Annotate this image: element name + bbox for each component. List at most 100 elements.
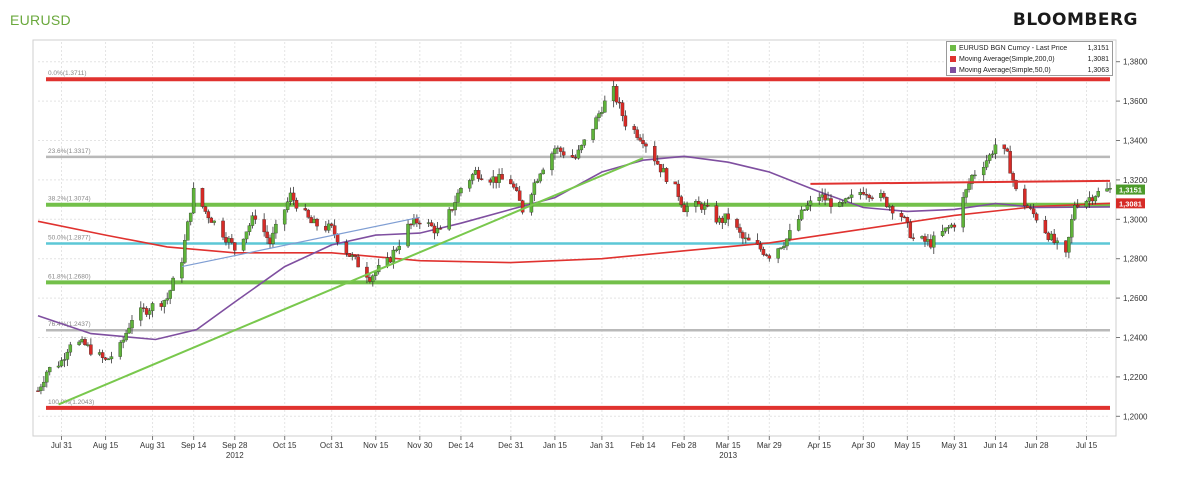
x-tick-label: Dec 14 (448, 441, 474, 450)
candle-body (385, 257, 390, 266)
candle-body (623, 115, 628, 127)
candle-body (603, 100, 607, 113)
candle-body (1043, 220, 1048, 234)
candle-body (147, 310, 152, 315)
candle-body (929, 239, 933, 248)
candle-body (509, 179, 513, 185)
candle-body (212, 220, 216, 223)
candle-body (600, 112, 604, 114)
x-tick-label: Jun 28 (1025, 441, 1050, 450)
candle-body (347, 253, 352, 257)
candle-body (741, 232, 745, 239)
candle-body (970, 175, 974, 184)
legend-swatch (950, 67, 956, 73)
candle-body (45, 371, 49, 383)
candle-body (782, 245, 786, 248)
candle-body (556, 147, 560, 150)
candle-body (1034, 213, 1039, 221)
candle-body (820, 194, 824, 198)
candle-body (332, 225, 337, 235)
candle-body (885, 197, 889, 207)
y-tick-label: 1,3600 (1123, 97, 1148, 106)
candle-body (288, 192, 293, 202)
candle-body (617, 101, 622, 104)
candle-body (614, 86, 619, 103)
candle-body (327, 223, 331, 231)
year-label: 2013 (719, 451, 737, 460)
candle-body (227, 238, 231, 243)
candle-body (829, 198, 833, 207)
candle-body (224, 237, 228, 243)
candle-body (294, 200, 299, 209)
candle-body (890, 206, 895, 214)
legend-swatch (950, 56, 956, 62)
candle-body (1011, 173, 1015, 181)
last-price-label: 1,3151 (1119, 186, 1142, 195)
candle-body (664, 168, 669, 182)
year-label: 2012 (226, 451, 244, 460)
candle-body (538, 173, 542, 182)
candle-body (802, 209, 807, 211)
candle-body (426, 222, 431, 224)
candle-body (864, 193, 868, 196)
x-tick-label: Oct 31 (320, 441, 344, 450)
x-tick-label: Mar 15 (716, 441, 741, 450)
candle-body (1067, 236, 1071, 253)
candle-body (887, 206, 892, 208)
candle-body (244, 231, 249, 240)
candle-body (638, 137, 642, 141)
candle-body (274, 223, 278, 234)
candle-body (100, 352, 105, 358)
x-tick-label: Feb 28 (672, 441, 697, 450)
legend-item-ma200: Moving Average(Simple,200,0) 1,3081 (947, 54, 1112, 64)
brand-logo: BLOOMBERG (1012, 10, 1138, 30)
candle-body (268, 237, 272, 245)
last-price-labels: 1,3151 1,3081 (1116, 184, 1145, 209)
x-tick-label: Dec 31 (498, 441, 524, 450)
candle-body (843, 198, 848, 203)
candle-body (397, 245, 401, 251)
candle-body (826, 198, 830, 201)
candle-body (694, 201, 698, 207)
candle-body (1008, 150, 1012, 174)
candle-body (391, 249, 396, 263)
candle-body (861, 192, 866, 195)
candle-body (573, 157, 578, 159)
candle-body (514, 187, 519, 191)
candle-body (755, 240, 760, 245)
candle-body (714, 205, 719, 223)
candle-body (315, 218, 319, 227)
fib-level-label: 100.0%(1.2043) (48, 399, 94, 406)
candle-body (611, 86, 616, 102)
candle-body (858, 192, 863, 196)
candle-body (517, 190, 522, 201)
candle-body (879, 193, 883, 198)
candle-body (676, 183, 681, 197)
candle-body (785, 238, 789, 247)
candle-body (620, 102, 625, 116)
chart-title: EURUSD (10, 12, 71, 28)
candle-body (1055, 240, 1059, 243)
candle-body (1002, 144, 1007, 149)
x-tick-label: Sep 14 (181, 441, 207, 450)
candle-body (470, 174, 475, 181)
candle-body (682, 204, 686, 213)
y-tick-label: 1,2200 (1123, 373, 1148, 382)
candle-body (1049, 233, 1054, 240)
candle-body (717, 217, 722, 223)
candle-body (967, 183, 971, 190)
candle-body (432, 225, 437, 234)
candle-body (144, 308, 149, 315)
candle-body (47, 367, 52, 373)
candle-body (817, 197, 821, 201)
candle-body (206, 211, 211, 219)
candle-body (282, 209, 287, 225)
candle-body (838, 202, 842, 207)
candle-body (356, 256, 360, 268)
x-tick-label: Oct 15 (273, 441, 297, 450)
candle-body (473, 170, 478, 175)
candle-body (899, 212, 904, 218)
candle-body (1064, 240, 1068, 253)
candle-body (799, 209, 804, 220)
candle-body (512, 183, 516, 188)
